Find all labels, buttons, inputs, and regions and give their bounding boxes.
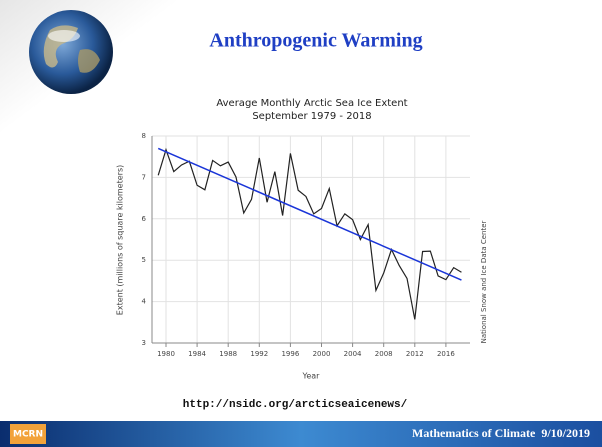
- url: http://nsidc.org/arcticseaicenews/: [183, 399, 408, 411]
- y-tick-label: 8: [142, 132, 146, 140]
- x-tick-label: 1980: [157, 350, 175, 358]
- x-tick-label: 1984: [188, 350, 206, 358]
- footer-text: Mathematics of Climate 9/10/2019: [412, 426, 590, 440]
- footer-bar: [0, 421, 602, 447]
- trend-line: [157, 147, 462, 281]
- y-tick-label: 7: [142, 173, 146, 181]
- y-tick-label: 6: [142, 215, 147, 223]
- annotation: National Snow and Ice Data Center: [480, 220, 488, 343]
- y-tick-label: 3: [142, 339, 146, 347]
- y-tick-label: 5: [142, 256, 146, 264]
- data-line: [157, 147, 462, 320]
- x-axis-label: Year: [302, 372, 321, 381]
- x-tick-label: 1996: [281, 350, 299, 358]
- x-tick-label: 2008: [375, 350, 393, 358]
- globe: [29, 10, 113, 94]
- x-tick-label: 2000: [313, 350, 331, 358]
- x-tick-label: 1992: [250, 350, 268, 358]
- chart-subtitle: September 1979 - 2018: [252, 111, 371, 122]
- slide-title: Anthropogenic Warming: [209, 30, 422, 52]
- chart-title: Average Monthly Arctic Sea Ice Extent: [216, 98, 407, 109]
- x-tick-label: 2012: [406, 350, 424, 358]
- y-axis-label: Extent (millions of square kilometers): [116, 165, 125, 315]
- y-tick-label: 4: [142, 298, 147, 306]
- logo-box: [10, 424, 46, 444]
- x-tick-label: 1988: [219, 350, 237, 358]
- x-tick-label: 2016: [437, 350, 455, 358]
- x-tick-label: 2004: [344, 350, 362, 358]
- logo: MCRN: [13, 430, 43, 440]
